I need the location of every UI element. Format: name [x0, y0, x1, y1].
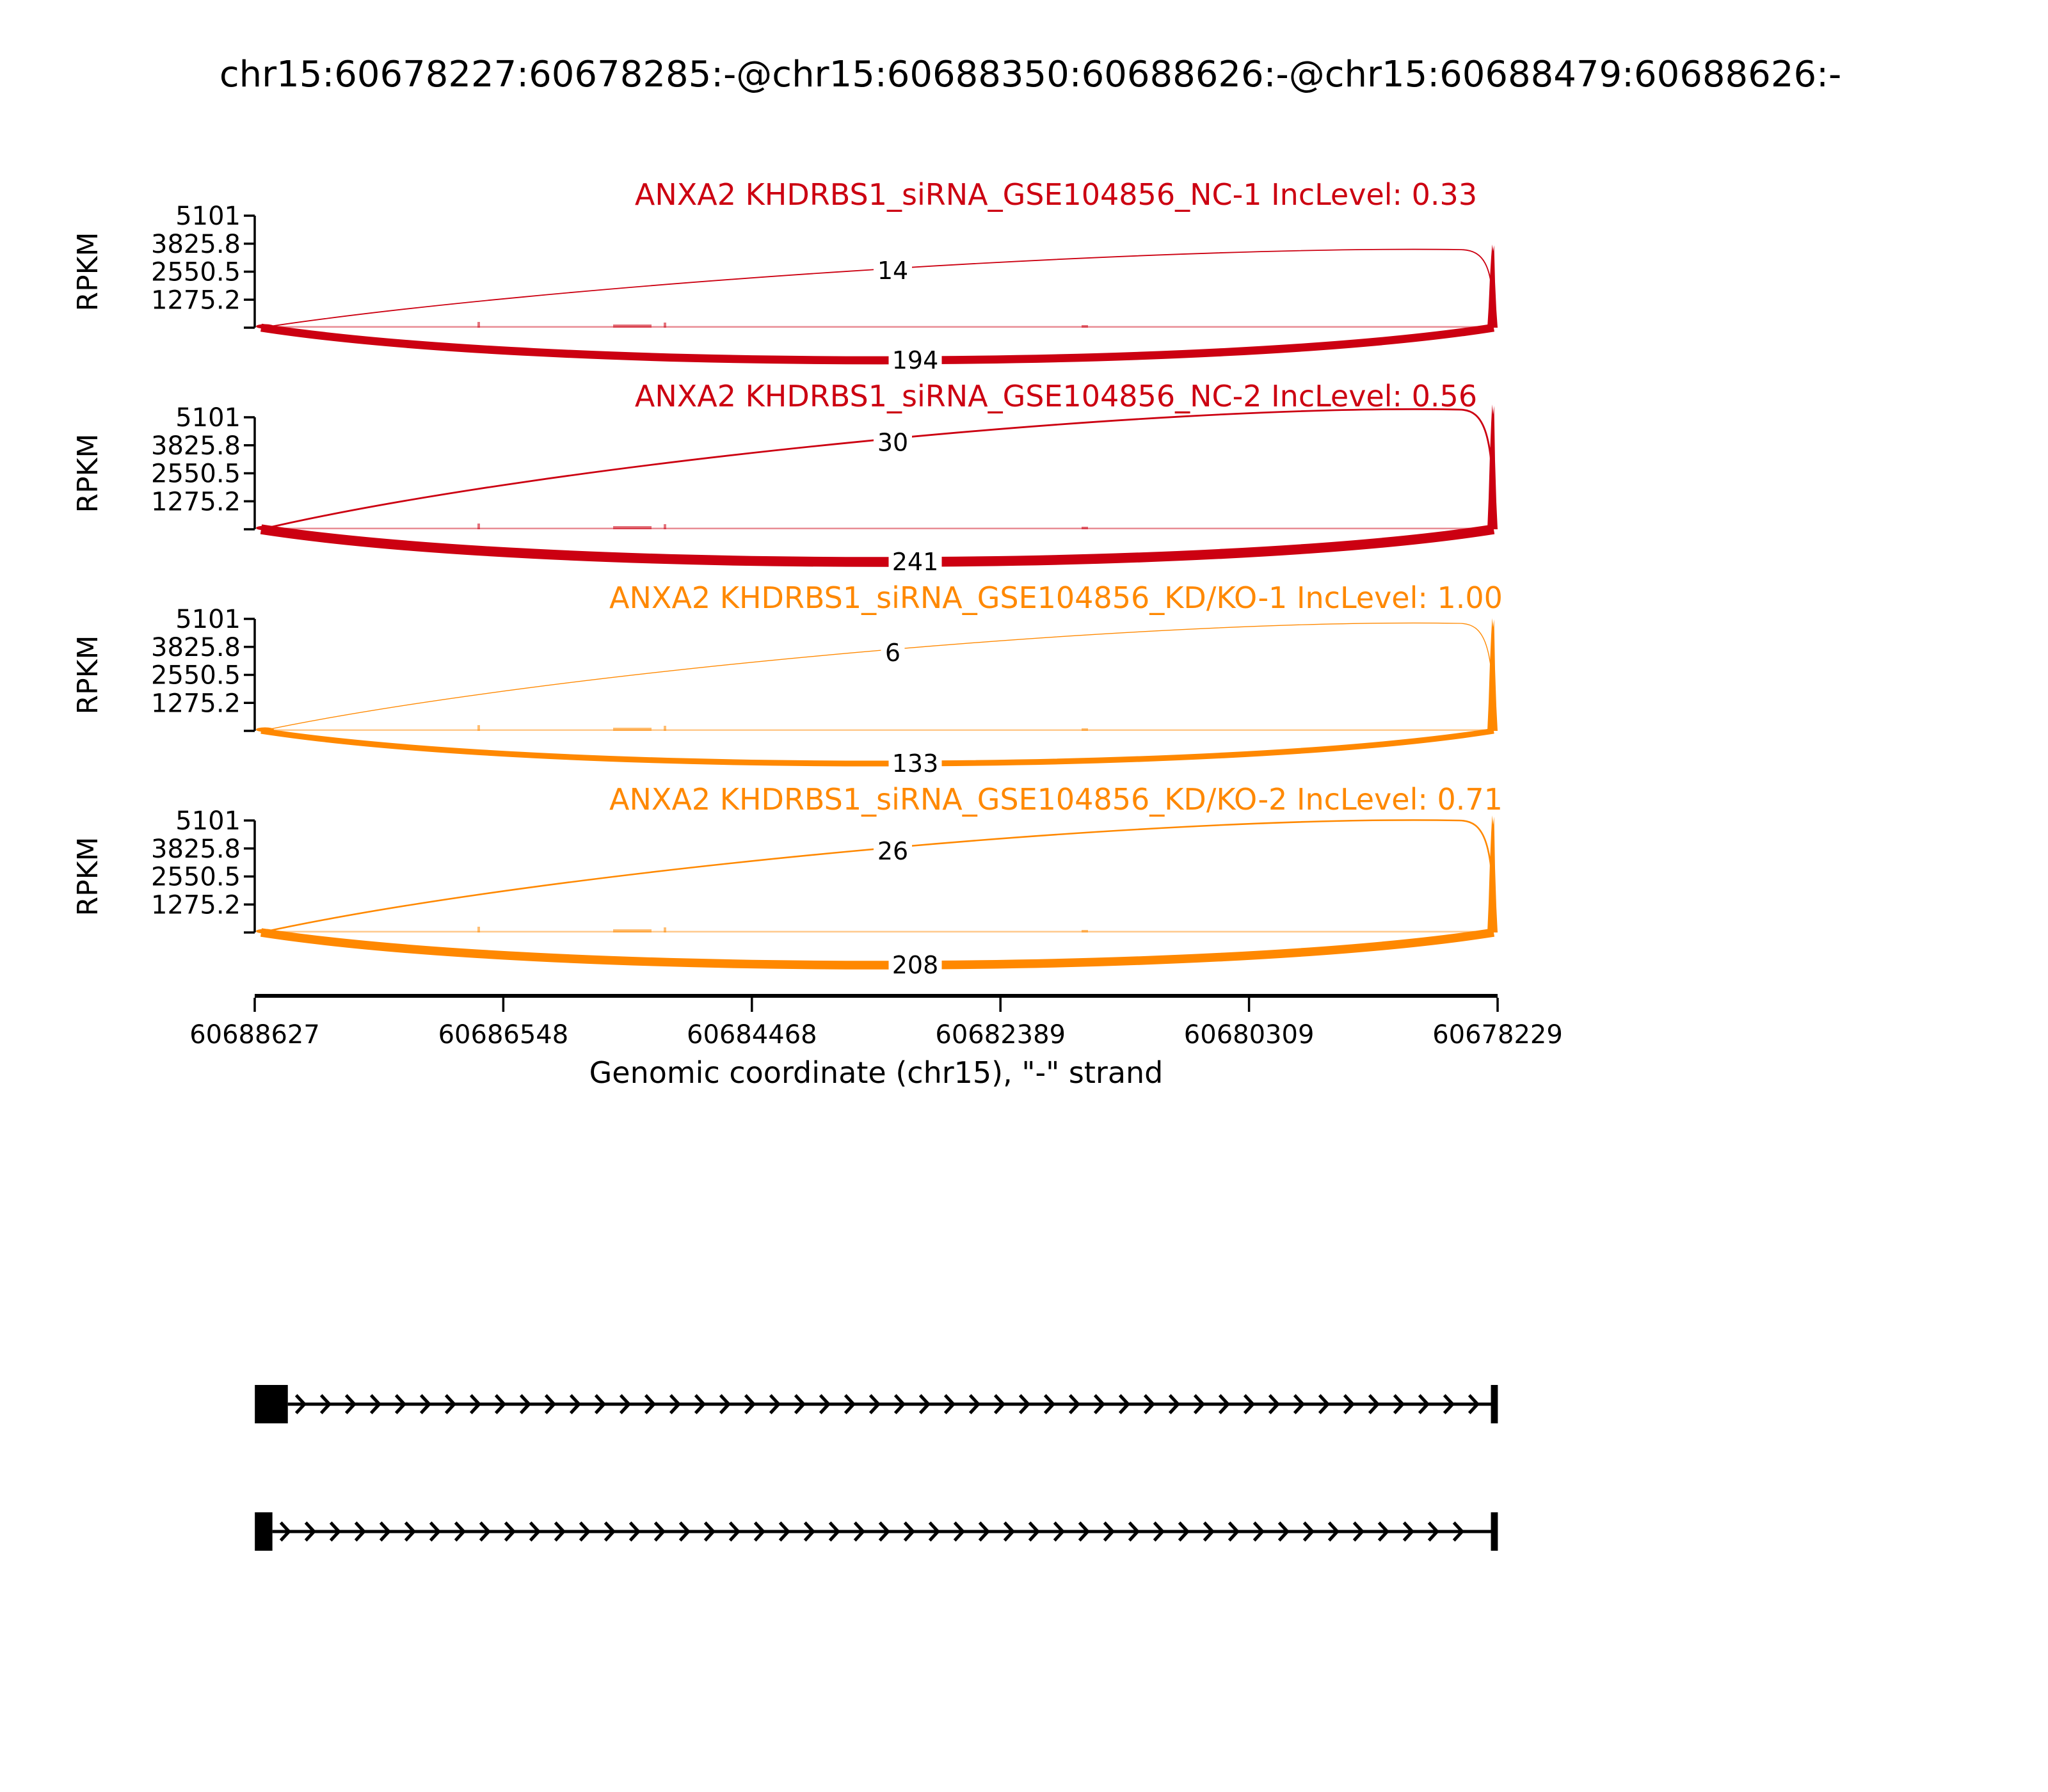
coverage-bump	[1082, 728, 1088, 731]
junction-count-top-bg	[874, 426, 912, 455]
y-tick-label: 5101	[175, 605, 241, 634]
coverage-bump	[477, 927, 480, 932]
x-tick-label: 60686548	[438, 1020, 569, 1050]
coverage-bump	[1082, 527, 1088, 529]
y-tick-label: 5101	[175, 202, 241, 231]
coverage-left-edge	[256, 727, 274, 732]
y-tick-label: 5101	[175, 403, 241, 433]
y-tick-label: 3825.8	[151, 230, 241, 259]
coverage-peak	[1487, 244, 1498, 328]
coverage-bump	[664, 726, 666, 731]
junction-count-top-bg	[881, 637, 905, 666]
junction-arc-bottom	[260, 928, 1495, 970]
coverage-baseline	[259, 729, 1495, 731]
x-axis: 60688627 60686548 60684468 60682389 60680309…	[189, 994, 1563, 1090]
y-tick-label: 1275.2	[151, 689, 241, 718]
junction-count-top: 14	[877, 257, 908, 285]
y-tick-label: 1275.2	[151, 285, 241, 315]
sashimi-track-2: ANXA2 KHDRBS1_siRNA_GSE104856_NC-2 IncLe…	[72, 379, 1498, 576]
y-axis-label: RPKM	[72, 837, 104, 916]
x-tick-label: 60688627	[189, 1020, 320, 1050]
x-tick-label: 60680309	[1184, 1020, 1315, 1050]
y-tick-label: 1275.2	[151, 487, 241, 516]
strand-arrow-icons	[279, 1521, 1465, 1542]
x-tick-label: 60678229	[1432, 1020, 1563, 1050]
coverage-bump	[477, 524, 480, 529]
exon-box	[255, 1512, 273, 1551]
junction-arc-top	[260, 819, 1495, 934]
y-tick-label: 2550.5	[151, 661, 241, 691]
junction-count-top: 30	[877, 428, 908, 456]
y-axis-label: RPKM	[72, 232, 104, 312]
sashimi-track-3: ANXA2 KHDRBS1_siRNA_GSE104856_KD/KO-1 In…	[72, 580, 1503, 778]
junction-count-top-bg	[874, 255, 912, 284]
coverage-bump	[664, 927, 666, 932]
gene-model-isoform-skipping	[255, 1512, 1498, 1551]
junction-count-top: 6	[885, 639, 900, 667]
coverage-peak	[1487, 618, 1498, 731]
y-axis-label: RPKM	[72, 636, 104, 715]
y-tick-label: 1275.2	[151, 890, 241, 920]
strand-arrow-icons	[294, 1394, 1480, 1414]
sashimi-track-1: ANXA2 KHDRBS1_siRNA_GSE104856_NC-1 IncLe…	[72, 177, 1498, 374]
y-axis-label: RPKM	[72, 434, 104, 513]
junction-arc-top	[260, 248, 1494, 328]
coverage-bump	[613, 324, 652, 328]
junction-count-bottom: 208	[892, 951, 939, 979]
x-axis-label: Genomic coordinate (chr15), "-" strand	[589, 1055, 1164, 1090]
track-title: ANXA2 KHDRBS1_siRNA_GSE104856_NC-2 IncLe…	[635, 379, 1477, 413]
x-tick-label: 60682389	[935, 1020, 1066, 1050]
coverage-bump	[477, 725, 480, 731]
coverage-bump	[1082, 325, 1088, 328]
junction-count-bottom: 194	[892, 346, 939, 374]
junction-arc-bottom	[260, 728, 1494, 767]
junction-count-bottom: 241	[892, 548, 939, 576]
coverage-bump	[613, 526, 652, 529]
junction-arc-top	[260, 622, 1494, 732]
coverage-bump	[664, 323, 666, 328]
junction-arc-bottom	[260, 524, 1495, 567]
x-tick-label: 60684468	[687, 1020, 817, 1050]
coverage-bump	[664, 524, 666, 529]
junction-count-bottom-bg	[888, 546, 942, 574]
junction-arc-top	[260, 408, 1495, 531]
junction-arc-bottom	[260, 323, 1494, 365]
junction-count-bottom: 133	[892, 749, 939, 778]
coverage-peak	[1487, 815, 1498, 932]
figure-title: chr15:60678227:60678285:-@chr15:60688350…	[220, 54, 1841, 95]
coverage-baseline	[259, 931, 1495, 932]
track-title: ANXA2 KHDRBS1_siRNA_GSE104856_NC-1 IncLe…	[635, 177, 1477, 212]
gene-model-isoform-inclusion	[255, 1385, 1498, 1423]
y-tick-label: 5101	[175, 806, 241, 836]
y-tick-label: 3825.8	[151, 835, 241, 864]
coverage-left-edge	[256, 324, 274, 329]
junction-count-top-bg	[874, 835, 912, 863]
y-tick-label: 2550.5	[151, 460, 241, 489]
junction-count-top: 26	[877, 837, 908, 865]
y-tick-label: 2550.5	[151, 258, 241, 287]
coverage-bump	[1082, 930, 1088, 932]
sashimi-track-4: ANXA2 KHDRBS1_siRNA_GSE104856_KD/KO-2 In…	[72, 782, 1503, 979]
junction-count-bottom-bg	[888, 949, 942, 977]
x-axis-line	[255, 994, 1498, 998]
track-title: ANXA2 KHDRBS1_siRNA_GSE104856_KD/KO-2 In…	[609, 782, 1503, 817]
y-tick-label: 2550.5	[151, 863, 241, 892]
coverage-baseline	[259, 527, 1495, 529]
coverage-bump	[613, 728, 652, 731]
y-tick-label: 3825.8	[151, 633, 241, 662]
junction-count-bottom-bg	[888, 344, 942, 372]
coverage-peak	[1487, 404, 1498, 529]
coverage-left-edge	[256, 525, 274, 531]
coverage-bump	[477, 322, 480, 328]
coverage-baseline	[259, 326, 1495, 328]
y-tick-label: 3825.8	[151, 431, 241, 461]
exon-box	[255, 1385, 288, 1423]
junction-count-bottom-bg	[888, 748, 942, 776]
track-title: ANXA2 KHDRBS1_siRNA_GSE104856_KD/KO-1 In…	[609, 580, 1503, 615]
coverage-left-edge	[256, 929, 274, 934]
coverage-bump	[613, 929, 652, 932]
